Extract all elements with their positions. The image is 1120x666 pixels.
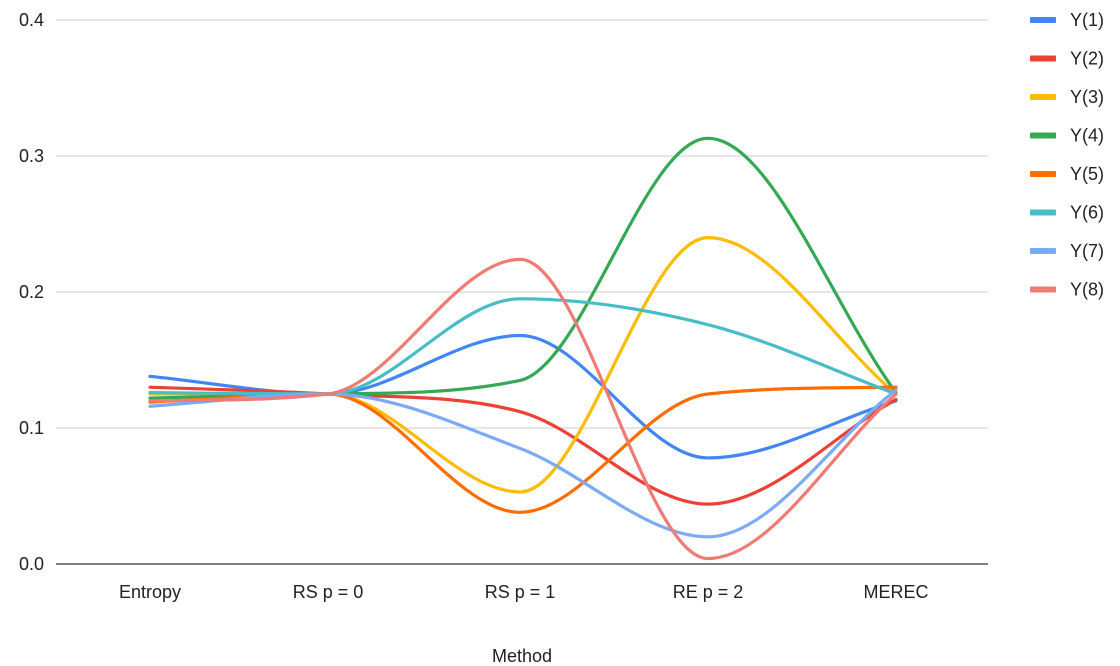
series-line-6	[148, 297, 898, 396]
y-tick-label: 0.0	[19, 554, 44, 574]
legend-swatch	[1030, 94, 1056, 100]
x-tick-label: RS p = 1	[485, 582, 556, 602]
series-lines	[148, 136, 898, 561]
x-tick-label: Entropy	[119, 582, 181, 602]
x-axis-title: Method	[492, 646, 552, 666]
legend-label: Y(6)	[1070, 203, 1104, 223]
series-line-8	[148, 257, 898, 561]
legend-label: Y(1)	[1070, 10, 1104, 30]
legend-label: Y(5)	[1070, 164, 1104, 184]
series-line-2	[148, 385, 898, 506]
legend-swatch	[1030, 171, 1056, 177]
legend-label: Y(3)	[1070, 87, 1104, 107]
legend-swatch	[1030, 55, 1056, 62]
legend-swatch	[1030, 17, 1056, 23]
legend-label: Y(7)	[1070, 241, 1104, 261]
series-line-3	[148, 236, 898, 494]
legend-swatch	[1030, 248, 1056, 254]
legend-swatch	[1030, 286, 1056, 293]
y-tick-label: 0.2	[19, 282, 44, 302]
series-line-7	[148, 388, 898, 539]
legend-label: Y(4)	[1070, 126, 1104, 146]
gridlines	[56, 19, 988, 429]
x-tick-label: RE p = 2	[673, 582, 744, 602]
legend-label: Y(8)	[1070, 280, 1104, 300]
legend-label: Y(2)	[1070, 49, 1104, 69]
y-tick-label: 0.3	[19, 146, 44, 166]
x-axis-ticks: Entropy RS p = 0 RS p = 1 RE p = 2 MEREC	[119, 582, 929, 602]
x-tick-label: RS p = 0	[293, 582, 364, 602]
legend-swatch	[1030, 132, 1056, 139]
y-tick-label: 0.1	[19, 418, 44, 438]
x-tick-label: MEREC	[863, 582, 928, 602]
y-tick-label: 0.4	[19, 10, 44, 30]
y-axis-ticks: 0.0 0.1 0.2 0.3 0.4	[19, 10, 44, 574]
series-line-4	[148, 136, 898, 400]
legend-swatch	[1030, 209, 1056, 216]
legend: Y(1) Y(2) Y(3) Y(4) Y(5) Y(6) Y(7) Y(8)	[1030, 10, 1104, 300]
